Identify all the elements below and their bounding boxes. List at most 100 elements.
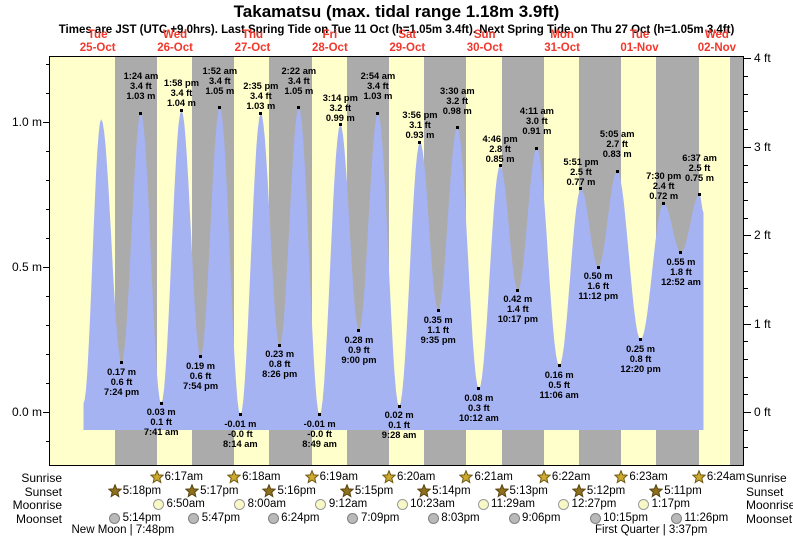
axis-tick-left: [43, 122, 50, 123]
sunrise-star-icon: [536, 470, 551, 484]
axis-label-right: 0 ft: [754, 405, 771, 419]
axis-tick-left: [46, 93, 50, 94]
tide-area-path: [83, 107, 704, 430]
tide-marker-dot: [120, 361, 124, 365]
moon-phase-label: New Moon | 7:48pm: [71, 524, 175, 536]
tide-marker-dot: [397, 404, 401, 408]
tide-marker-dot: [376, 111, 380, 115]
almanac-time: 5:16pm: [277, 484, 316, 497]
almanac-time: 10:23am: [410, 498, 455, 510]
day-label: Tue 25-Oct: [79, 29, 116, 54]
high-tide-annotation: 2:35 pm 3.4 ft 1.03 m: [243, 81, 279, 112]
low-tide-annotation: 0.03 m 0.1 ft 7:41 am: [143, 407, 179, 438]
day-label: Tue 01-Nov: [620, 29, 659, 54]
high-tide-annotation: 2:22 am 3.4 ft 1.05 m: [281, 65, 317, 96]
tide-marker-dot: [218, 106, 222, 109]
almanac-time: 5:11pm: [664, 484, 702, 497]
tide-marker-dot: [238, 413, 242, 417]
low-tide-annotation: 0.55 m 1.8 ft 12:52 am: [661, 256, 701, 287]
day-label: Fri 28-Oct: [311, 29, 348, 54]
axis-tick-right: [744, 358, 748, 360]
sunset-star-icon: [417, 483, 432, 498]
almanac-time: 5:13pm: [509, 484, 548, 497]
axis-tick-right: [744, 394, 748, 396]
moonset-circle-icon: [589, 512, 601, 524]
sunset-star-icon: [339, 483, 354, 498]
low-tide-annotation: -0.01 m -0.0 ft 8:49 am: [302, 418, 337, 449]
low-tide-annotation: 0.35 m 1.1 ft 9:35 pm: [420, 314, 456, 345]
almanac-time: 9:06pm: [522, 511, 561, 524]
sunrise-star-icon: [382, 470, 397, 484]
tide-marker-dot: [516, 288, 520, 292]
tide-marker-dot: [357, 329, 361, 333]
high-tide-annotation: 1:58 pm 3.4 ft 1.04 m: [163, 78, 199, 109]
tide-marker-dot: [318, 413, 322, 417]
axis-tick-right: [744, 376, 748, 378]
night-band: [730, 57, 743, 465]
sunrise-star-icon: [691, 470, 706, 484]
low-tide-annotation: 0.28 m 0.9 ft 9:00 pm: [341, 334, 377, 365]
low-tide-annotation: 0.16 m 0.5 ft 11:06 am: [539, 369, 579, 400]
almanac-time: 1:17pm: [651, 498, 690, 510]
axis-tick-left: [46, 180, 50, 181]
axis-tick-right: [744, 447, 748, 449]
tide-marker-dot: [159, 401, 163, 405]
almanac-time: 12:27pm: [571, 498, 617, 510]
tide-marker-dot: [579, 187, 583, 191]
high-tide-annotation: 3:56 pm 3.1 ft 0.93 m: [402, 110, 438, 141]
low-tide-annotation: 0.23 m 0.8 ft 8:26 pm: [262, 349, 298, 380]
tide-marker-dot: [639, 338, 643, 341]
low-tide-annotation: 0.08 m 0.3 ft 10:12 am: [458, 392, 499, 423]
axis-tick-right: [744, 252, 748, 254]
almanac-time: 6:17am: [164, 471, 204, 483]
axis-tick-left: [46, 64, 50, 65]
axis-tick-left: [46, 296, 50, 297]
sunset-star-icon: [494, 483, 509, 498]
moonrise-circle-icon: [315, 499, 327, 510]
sunset-star-icon: [262, 483, 277, 498]
tide-marker-dot: [259, 111, 263, 115]
moonset-circle-icon: [109, 512, 121, 524]
axis-tick-right: [744, 111, 748, 113]
high-tide-annotation: 3:30 am 3.2 ft 0.98 m: [439, 85, 475, 116]
almanac-time: 5:14pm: [122, 511, 161, 524]
axis-tick-right: [744, 305, 748, 307]
almanac-time: 7:09pm: [360, 511, 400, 524]
moonrise-circle-icon: [152, 499, 164, 510]
day-label: Sat 29-Oct: [389, 29, 426, 54]
day-label: Wed 02-Nov: [697, 29, 737, 54]
almanac-row-label-left: Moonrise: [12, 498, 62, 512]
almanac-time: 11:26pm: [684, 511, 729, 524]
axis-tick-left: [46, 354, 50, 355]
axis-tick-right: [744, 235, 751, 237]
axis-tick-right: [744, 58, 751, 60]
tide-marker-dot: [535, 146, 539, 150]
tide-marker-dot: [698, 193, 702, 196]
high-tide-annotation: 4:11 am 3.0 ft 0.91 m: [519, 106, 554, 137]
chart-subtitle: Times are JST (UTC +9.0hrs). Last Spring…: [58, 24, 735, 36]
low-tide-annotation: 0.42 m 1.4 ft 10:17 pm: [497, 294, 539, 325]
low-tide-annotation: -0.01 m -0.0 ft 8:14 am: [223, 418, 258, 449]
tide-marker-dot: [498, 164, 502, 167]
low-tide-annotation: 0.17 m 0.6 ft 7:24 pm: [103, 366, 140, 397]
axis-tick-right: [744, 129, 748, 131]
high-tide-annotation: 7:30 pm 2.4 ft 0.72 m: [646, 171, 682, 202]
almanac-time: 6:50am: [166, 498, 205, 510]
moonset-circle-icon: [347, 512, 359, 524]
tide-marker-dot: [338, 123, 342, 127]
axis-tick-right: [744, 270, 748, 272]
day-label: Wed 26-Oct: [157, 29, 193, 54]
tide-marker-dot: [199, 355, 203, 359]
axis-label-right: 4 ft: [754, 51, 771, 66]
high-tide-annotation: 4:46 pm 2.8 ft 0.85 m: [482, 133, 518, 164]
almanac-row-label-right: Moonrise: [746, 498, 793, 512]
axis-tick-right: [744, 288, 748, 290]
axis-tick-left: [43, 412, 50, 413]
moonset-circle-icon: [508, 512, 520, 524]
almanac-time: 6:22am: [551, 471, 591, 483]
axis-label-left: 0.5 m: [11, 260, 42, 274]
sunrise-star-icon: [149, 470, 164, 484]
moonrise-circle-icon: [396, 499, 408, 510]
axis-label-right: 2 ft: [754, 228, 771, 243]
day-label: Sun 30-Oct: [466, 29, 503, 54]
